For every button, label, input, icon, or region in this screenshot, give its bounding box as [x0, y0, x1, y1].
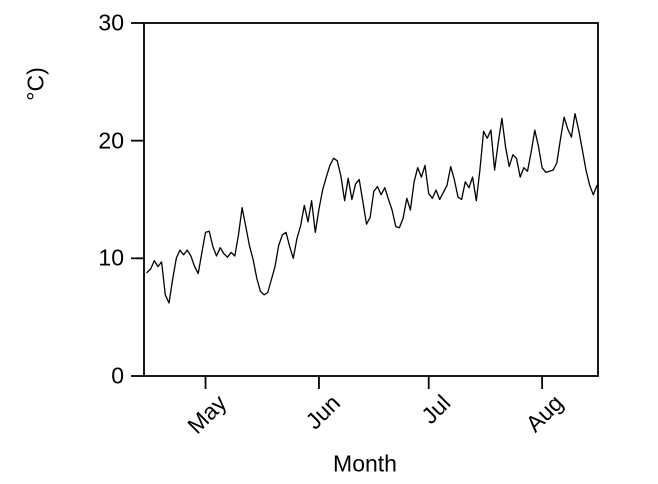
temperature-series-line: [146, 112, 598, 304]
x-axis-title: Month: [333, 450, 397, 477]
y-tick-label-0: 0: [111, 362, 124, 389]
axis-tick-marks: [131, 22, 544, 389]
y-tick-label-30: 30: [98, 9, 124, 36]
plot-frame: [143, 22, 599, 377]
y-axis-title: °C): [22, 67, 49, 101]
y-tick-label-20: 20: [98, 127, 124, 154]
y-tick-label-10: 10: [98, 244, 124, 271]
